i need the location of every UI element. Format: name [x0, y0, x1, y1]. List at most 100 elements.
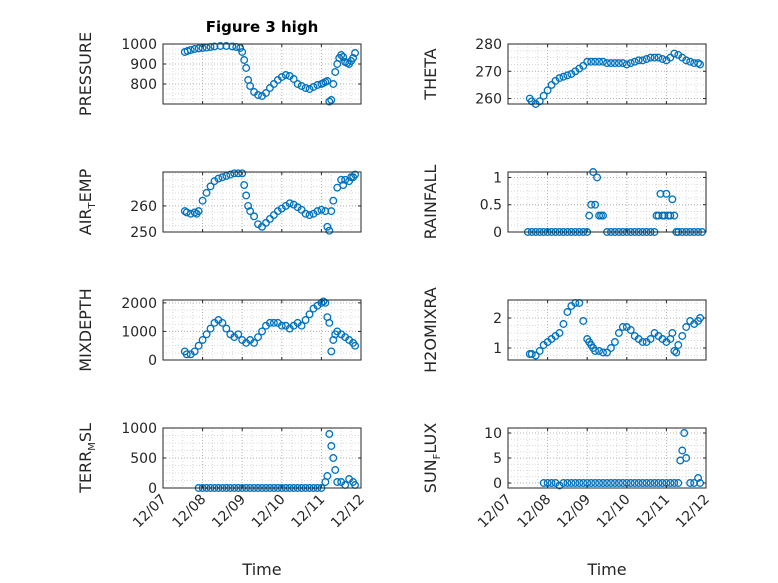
panel-6-y-axis-label: H2OMIXRA: [421, 287, 440, 373]
panel-7-y-tick-label: 0: [148, 481, 157, 497]
panel-5-data-point: [222, 324, 231, 333]
panel-8-x-tick-label: 12/07: [475, 492, 515, 532]
panel-8-data-point: [547, 479, 556, 487]
panel-2-data-point: [543, 86, 552, 95]
panel-2-data-point: [682, 56, 691, 65]
panel-6-data-point: [535, 347, 544, 355]
panel-8-data-point: [563, 479, 572, 487]
panel-8-x-tick-label: 12/08: [515, 492, 555, 532]
panel-6-data-point: [603, 348, 611, 357]
panel-8-data-point: [575, 479, 584, 487]
panel-6-data-point: [646, 335, 655, 343]
panel-1-data-point: [297, 82, 306, 90]
panel-1-data-point: [301, 84, 310, 92]
panel-3-data-point: [194, 207, 203, 216]
panel-5-data-point: [194, 341, 203, 350]
panel-8-data-point: [539, 479, 548, 487]
panel-5-data-point: [351, 341, 360, 350]
panel-6-data-point: [682, 323, 691, 331]
panel-1-data-point: [339, 53, 348, 61]
panel-1-data-point: [329, 80, 338, 88]
panel-2-data-point: [630, 57, 639, 66]
panel-8-data-point: [686, 479, 695, 487]
panel-8-data-point: [559, 479, 568, 487]
panel-8-data-point: [654, 479, 663, 487]
panel-5-data-point: [206, 324, 215, 333]
panel-1-data-point: [236, 44, 245, 52]
panel-6-data-point: [607, 344, 615, 352]
panel-2-data-point: [579, 61, 588, 70]
panel-7-data-point: [323, 472, 332, 480]
panel-1-y-tick-label: 900: [130, 57, 157, 73]
panel-8-data-point: [599, 479, 607, 487]
panel-7-data-point: [329, 454, 338, 462]
panel-7-x-tick-label: 12/09: [209, 492, 249, 532]
panel-5-data-point: [182, 350, 191, 359]
panel-1-data-point: [246, 82, 255, 90]
panel-7-x-tick-label: 12/10: [249, 492, 289, 532]
panel-6-data-point: [595, 347, 604, 355]
panel-3-data-point: [313, 207, 322, 216]
panel-2-data-point: [563, 71, 572, 80]
panel-8-data-point: [591, 479, 600, 487]
panel-4-data-point: [654, 211, 663, 220]
panel-4-data-point: [593, 173, 602, 182]
panel-1-data-point: [309, 83, 318, 91]
panel-3-data-point: [250, 212, 259, 221]
panel-2-data-point: [642, 55, 651, 63]
panel-4-data-point: [587, 200, 596, 209]
panel-1-data-point: [265, 84, 274, 92]
panel-1-data-point: [325, 97, 334, 106]
panel-5-data-point: [327, 347, 336, 356]
panel-8-data-point: [682, 454, 691, 462]
panel-3-data-point: [301, 209, 310, 218]
panel-1-data-point: [327, 96, 336, 104]
panel-8-data-point: [571, 479, 580, 487]
panel-4-data-point: [666, 211, 675, 220]
panel-3-data-point: [327, 207, 336, 216]
panel-8-data-point: [666, 479, 675, 487]
panel-4-data-point: [668, 195, 677, 204]
panel-8-x-tick-label: 12/11: [633, 492, 673, 532]
panel-8-data-point: [607, 479, 615, 487]
panel-5-y-tick-label: 1000: [121, 324, 157, 340]
panel-2-data-point: [614, 59, 623, 68]
panel-6-data-point: [555, 329, 564, 337]
panel-7-data-point: [331, 466, 340, 474]
panel-1-data-point: [228, 42, 237, 51]
panel-1-data-point: [281, 71, 290, 79]
panel-3-data-point: [339, 181, 348, 189]
panel-1-data-point: [323, 77, 332, 85]
panel-3-data-point: [234, 169, 243, 178]
panel-5-data-point: [258, 327, 266, 336]
panel-1-data-point: [240, 56, 249, 64]
panel-1-data-point: [238, 48, 247, 56]
panel-2-data-point: [622, 60, 631, 69]
panel-1-y-axis-label: PRESSURE: [76, 32, 95, 116]
panel-2-y-tick-label: 270: [475, 64, 502, 80]
panel-5-y-tick-label: 2000: [121, 296, 157, 312]
panel-4-y-tick-label: 1: [493, 170, 502, 186]
panel-5-data-point: [218, 318, 227, 327]
panel-8-y-tick-label: 5: [493, 451, 502, 467]
panel-1-data-point: [194, 44, 203, 53]
panel-7-x-axis-label: Time: [241, 560, 281, 579]
panel-4-data-point: [585, 211, 594, 220]
panel-3-data-point: [244, 201, 253, 210]
panel-2-data-point: [670, 49, 679, 58]
panel-5-y-axis-label: MIXDEPTH: [76, 288, 95, 371]
panel-2-data-point: [646, 53, 655, 62]
panel-6-data-point: [614, 329, 623, 337]
panel-5-data-point: [277, 321, 286, 330]
panel-8-data-point: [551, 479, 560, 487]
panel-3-data-point: [218, 173, 227, 182]
panel-3-data-point: [345, 177, 354, 186]
panel-8-data-point: [642, 479, 651, 487]
panel-1-data-point: [331, 68, 340, 76]
panel-6-data-point: [678, 332, 687, 340]
panel-8-data-point: [567, 479, 576, 487]
panel-2-data-point: [610, 59, 619, 68]
panel-2-data-point: [696, 60, 705, 69]
panel-2-data-point: [595, 57, 604, 66]
panel-3-data-point: [325, 226, 334, 235]
